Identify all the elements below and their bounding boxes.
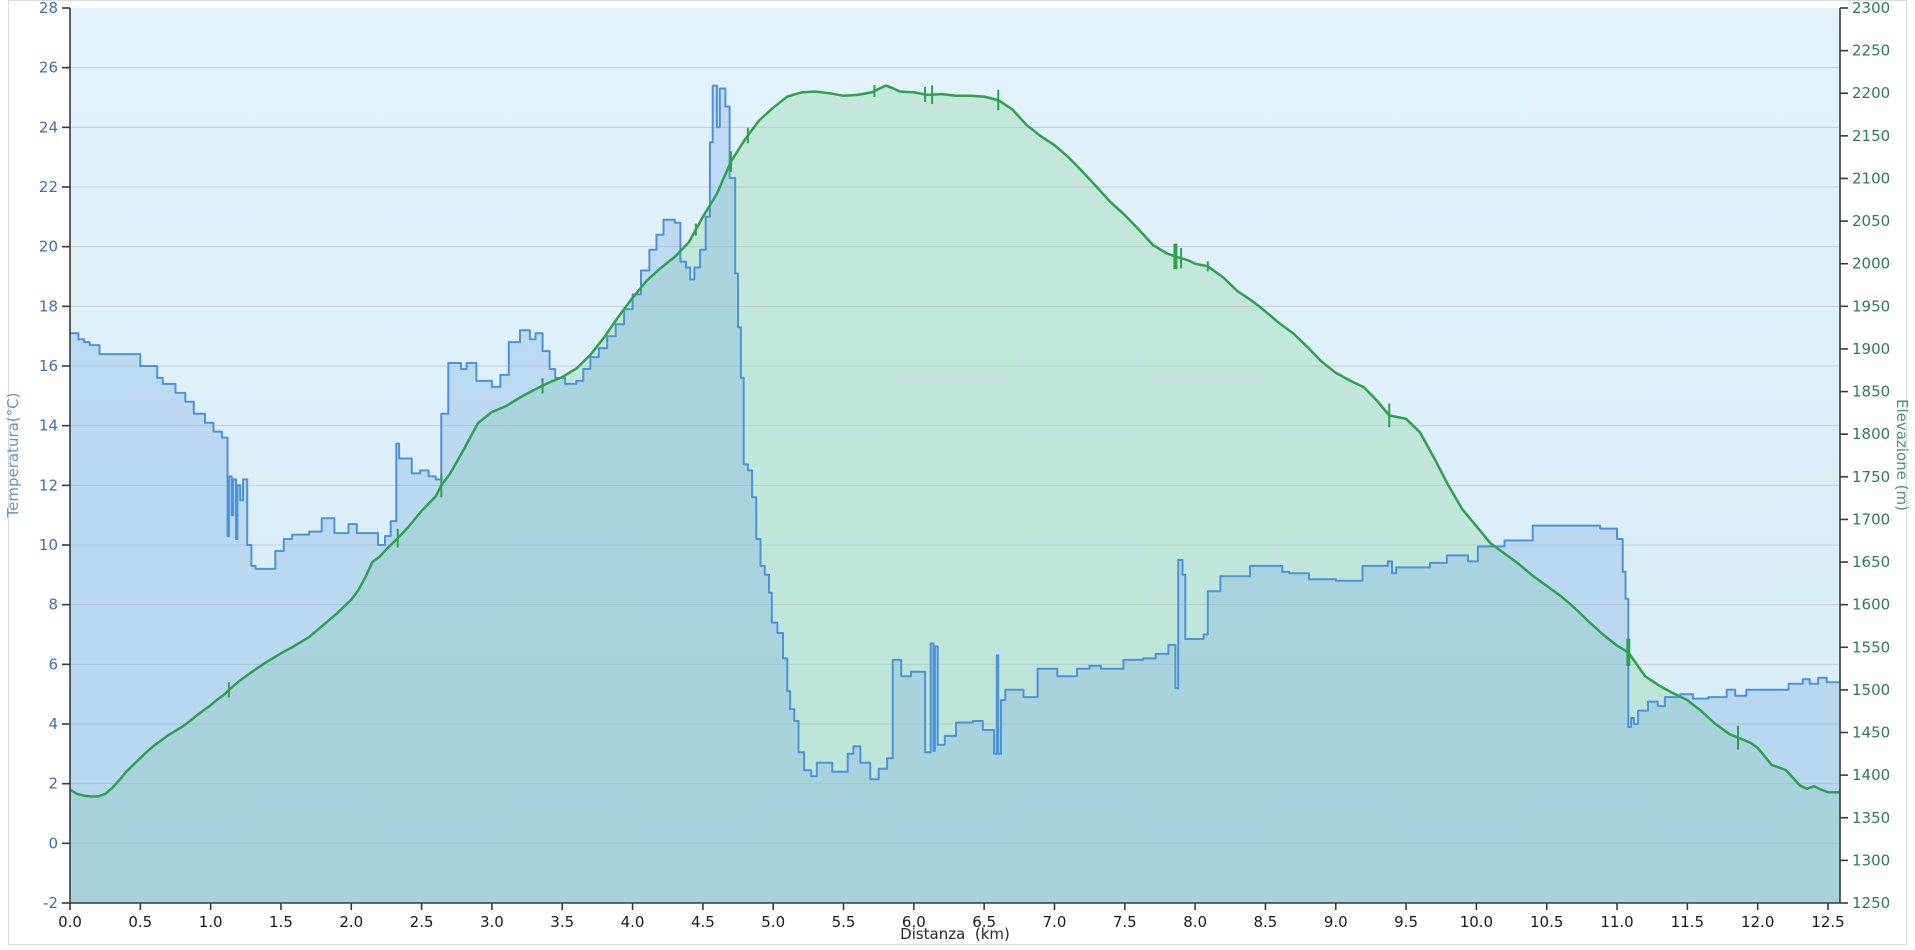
right-axis-tick-label: 1250 xyxy=(1852,894,1890,912)
x-axis-tick-label: 7.5 xyxy=(1113,913,1137,931)
x-axis-tick-label: 5.5 xyxy=(832,913,856,931)
left-axis-tick-label: 4 xyxy=(48,715,58,733)
x-axis-tick-label: 7.0 xyxy=(1043,913,1067,931)
x-axis-tick-label: 0.0 xyxy=(58,913,82,931)
x-axis-tick-label: 6.0 xyxy=(902,913,926,931)
x-axis-tick-label: 1.0 xyxy=(199,913,223,931)
x-axis-tick-label: 2.5 xyxy=(410,913,434,931)
left-axis-tick-label: 28 xyxy=(39,0,58,17)
left-axis-tick-label: 6 xyxy=(48,655,58,673)
temperature-series-line xyxy=(70,84,1840,781)
right-axis-tick-label: 1900 xyxy=(1852,340,1890,358)
right-axis-tick-label: 2200 xyxy=(1852,84,1890,102)
right-axis-tick-label: 1600 xyxy=(1852,596,1890,614)
x-axis-title: Distanza (km) xyxy=(900,925,1010,943)
x-axis-tick-label: 6.5 xyxy=(972,913,996,931)
temperature-area-fill xyxy=(70,85,1840,904)
x-axis-tick-label: 4.0 xyxy=(621,913,645,931)
x-axis-tick-label: 11.0 xyxy=(1600,913,1633,931)
panel-border xyxy=(8,0,1907,945)
elevation-area-fill xyxy=(70,85,1840,904)
right-axis-tick-label: 1850 xyxy=(1852,383,1890,401)
x-axis-tick-label: 8.5 xyxy=(1254,913,1278,931)
tick-labels: 2826242220181614121086420-22300225022002… xyxy=(39,0,1890,931)
right-axis-tick-label: 2150 xyxy=(1852,127,1890,145)
right-axis-tick-label: 1500 xyxy=(1852,681,1890,699)
left-axis-tick-label: 18 xyxy=(39,297,58,315)
left-axis-tick-label: 8 xyxy=(48,596,58,614)
left-axis-tick-label: 14 xyxy=(39,417,58,435)
x-axis-tick-label: 8.0 xyxy=(1183,913,1207,931)
right-axis-tick-label: 1650 xyxy=(1852,553,1890,571)
elevation-glitch-marks xyxy=(227,85,1739,750)
left-axis-tick-label: 24 xyxy=(39,118,58,136)
left-axis-tick-label: 0 xyxy=(48,834,58,852)
right-axis-tick-label: 2050 xyxy=(1852,212,1890,230)
x-axis-tick-label: 5.0 xyxy=(761,913,785,931)
x-axis-tick-label: 10.5 xyxy=(1530,913,1563,931)
x-axis-tick-label: 12.0 xyxy=(1741,913,1774,931)
right-axis-tick-label: 1450 xyxy=(1852,724,1890,742)
x-axis-tick-label: 3.0 xyxy=(480,913,504,931)
left-axis-title: Temperatura(°C) xyxy=(4,393,22,519)
x-axis-tick-label: 4.5 xyxy=(691,913,715,931)
right-axis-tick-label: 1550 xyxy=(1852,638,1890,656)
axes xyxy=(62,7,1848,910)
left-axis-tick-label: 16 xyxy=(39,357,58,375)
left-axis-tick-label: 26 xyxy=(39,59,58,77)
x-axis-tick-label: 9.0 xyxy=(1324,913,1348,931)
right-axis-tick-label: 1400 xyxy=(1852,766,1890,784)
left-axis-tick-label: 12 xyxy=(39,476,58,494)
left-axis-tick-label: 20 xyxy=(39,238,58,256)
x-axis-tick-label: 9.5 xyxy=(1394,913,1418,931)
left-axis-tick-label: 2 xyxy=(48,775,58,793)
x-axis-tick-label: 0.5 xyxy=(128,913,152,931)
x-axis-tick-label: 12.5 xyxy=(1811,913,1844,931)
left-axis-tick-label: 10 xyxy=(39,536,58,554)
x-axis-tick-label: 3.5 xyxy=(550,913,574,931)
left-axis-tick-label: 22 xyxy=(39,178,58,196)
right-axis-tick-label: 1700 xyxy=(1852,510,1890,528)
right-axis-title: Elevazione (m) xyxy=(1893,399,1911,511)
right-axis-tick-label: 1800 xyxy=(1852,425,1890,443)
left-axis-tick-label: -2 xyxy=(43,894,58,912)
x-axis-tick-label: 11.5 xyxy=(1671,913,1704,931)
right-axis-tick-label: 1750 xyxy=(1852,468,1890,486)
x-axis-tick-label: 2.0 xyxy=(339,913,363,931)
series-lines xyxy=(69,84,1840,798)
elevation-series-line xyxy=(69,84,1840,798)
series-fills xyxy=(70,85,1840,904)
x-axis-tick-label: 10.0 xyxy=(1460,913,1493,931)
right-axis-tick-label: 2300 xyxy=(1852,0,1890,17)
right-axis-tick-label: 1300 xyxy=(1852,851,1890,869)
right-axis-tick-label: 2000 xyxy=(1852,255,1890,273)
right-axis-tick-label: 1950 xyxy=(1852,297,1890,315)
right-axis-tick-label: 1350 xyxy=(1852,809,1890,827)
x-axis-tick-label: 1.5 xyxy=(269,913,293,931)
gridlines xyxy=(70,67,1840,844)
right-axis-tick-label: 2250 xyxy=(1852,42,1890,60)
plot-background xyxy=(70,8,1840,903)
right-axis-tick-label: 2100 xyxy=(1852,169,1890,187)
